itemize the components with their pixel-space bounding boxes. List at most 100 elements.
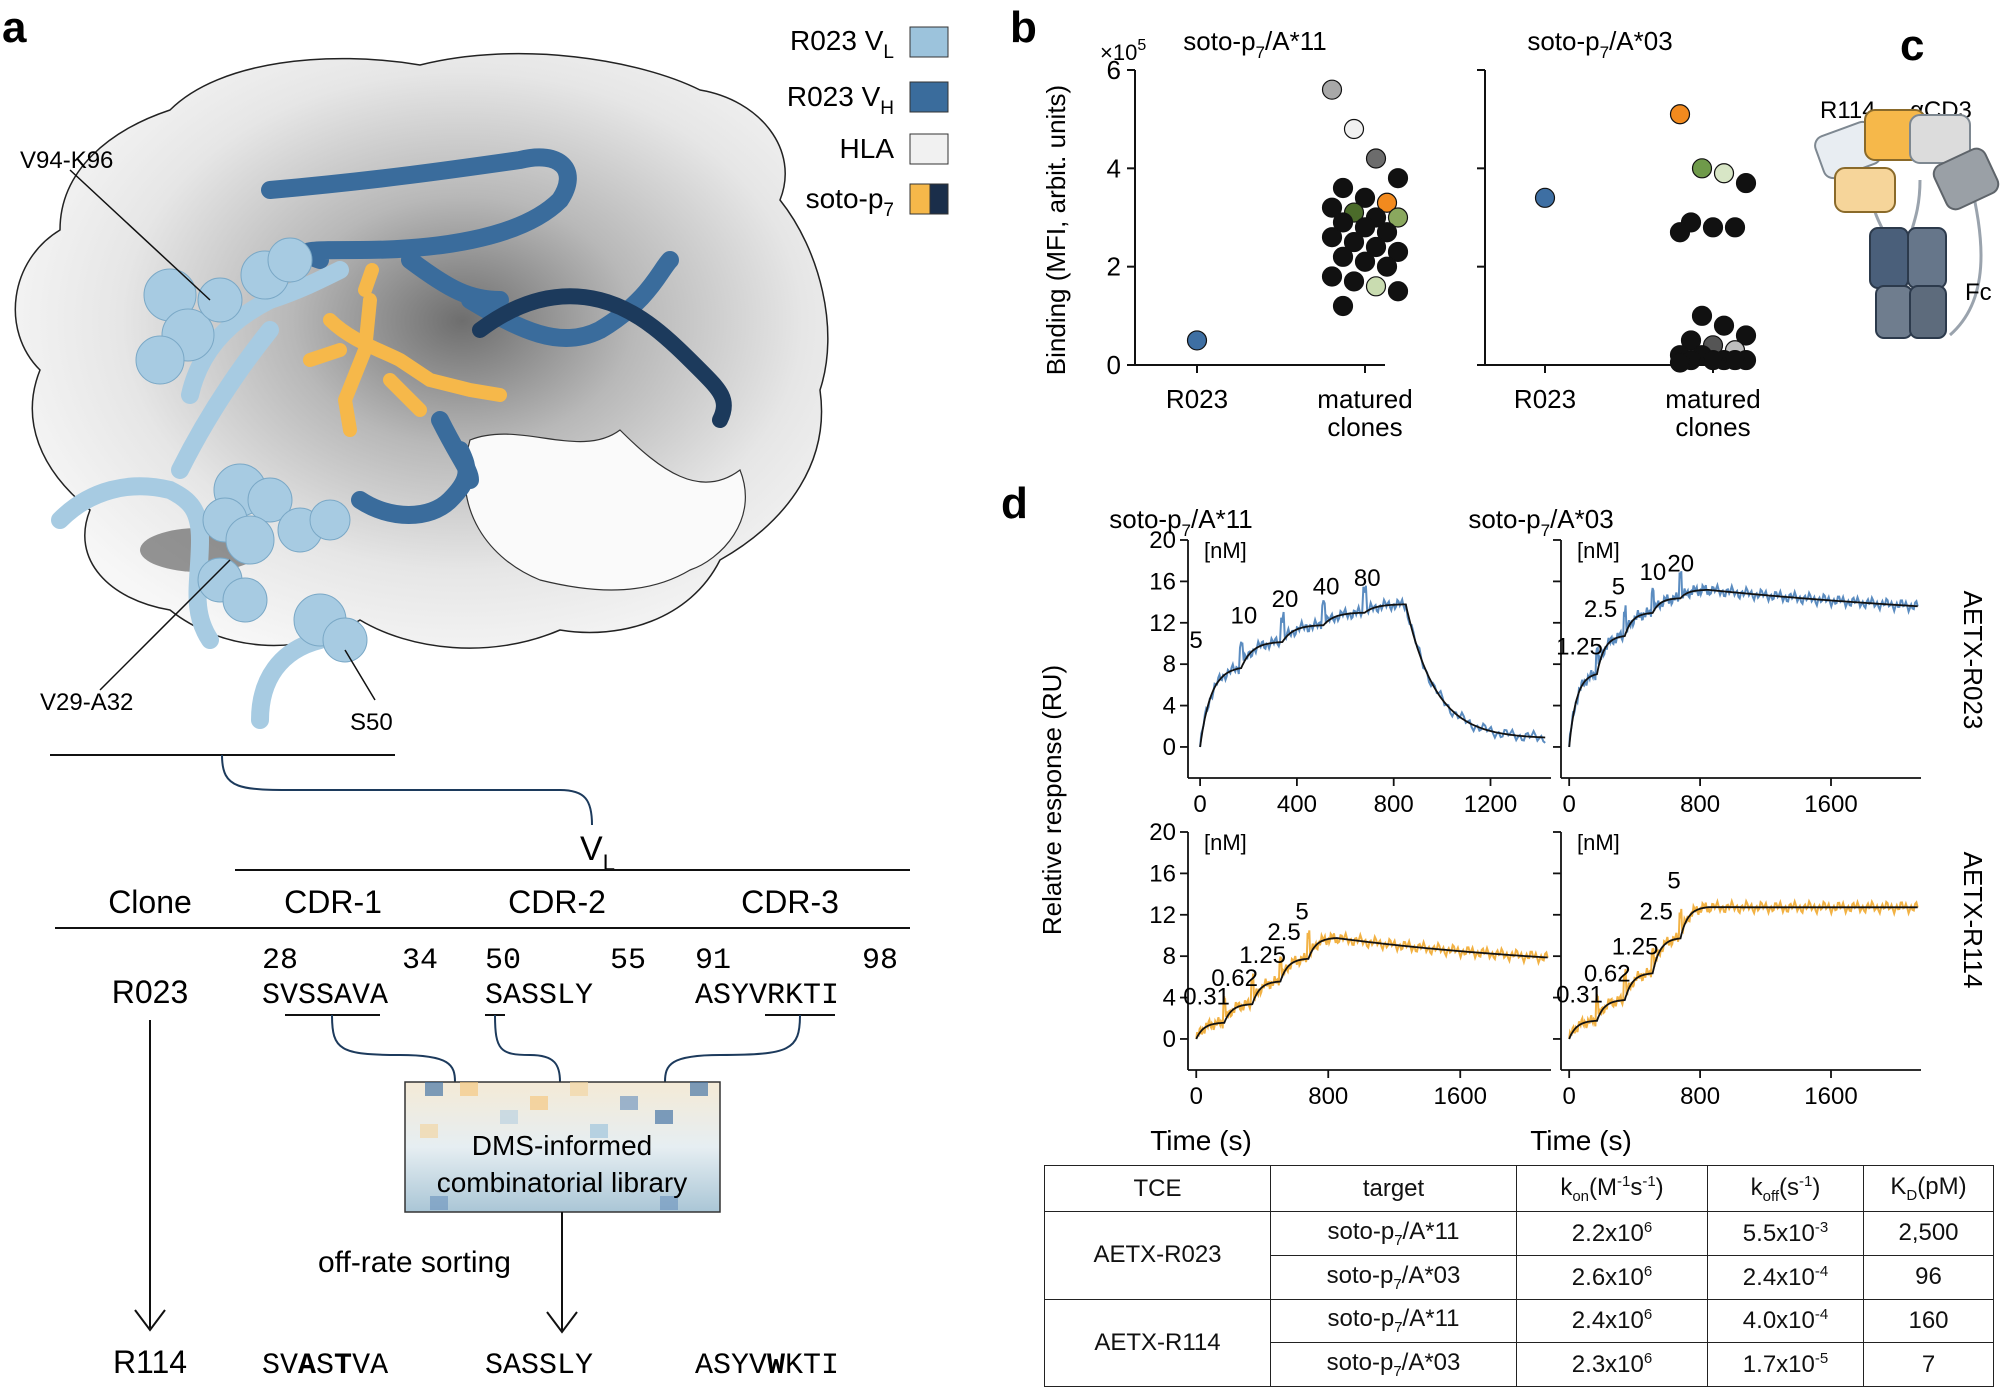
panel-b-point [1354,217,1376,238]
acd3-vl-domain [1932,147,2000,211]
concentration-label: 0.31 [1556,981,1603,1008]
panel-b-point [1387,241,1409,263]
panel-d-xtick-label: 800 [1308,1083,1348,1110]
panel-d-title-2: soto-p7/A*03 [1468,504,1613,540]
panel-b-point [1354,187,1376,208]
cell-kon: 2.4x106 [1516,1298,1708,1344]
header-clone: Clone [108,884,192,920]
panel-b-points [1186,79,1757,373]
library-line1: DMS-informed [472,1130,652,1161]
concentration-label: 10 [1231,602,1258,629]
panel-b-point [1376,256,1398,277]
concentration-label: 1.25 [1612,934,1659,961]
panel-b-point [1669,104,1691,125]
panel-b-point [1724,349,1746,371]
panel-b-point [1735,325,1757,346]
r114-cdr3: ASYVWKTI [695,1349,839,1383]
legend-peptide-swatch-navy [929,183,949,215]
cell-kon: 2.6x106 [1516,1254,1708,1300]
r023-cdr2: SASSLY [485,979,593,1013]
panel-d-ytick-label: 12 [1149,610,1176,637]
panel-b-exponent: ×105 [1100,37,1146,65]
legend-vh-swatch [909,81,949,113]
panel-d-xlabel-2: Time (s) [1530,1125,1632,1156]
panel-b-point [1669,222,1691,243]
table-header-row: TCE target kon(M-1s-1) koff(s-1) KD(pM) [1044,1165,1994,1212]
r023-cdr3: ASYVRKTI [695,979,839,1013]
panel-b-point [1332,212,1354,233]
panel-b-point [1702,349,1724,371]
cell-target: soto-p7/A*11 [1270,1211,1517,1256]
clone-r114: R114 [113,1344,187,1380]
cell-kd: 96 [1863,1254,1994,1300]
concentration-label: 2.5 [1584,596,1617,623]
table-row: AETX-R114 soto-p7/A*11 2.4x106 4.0x10-4 … [1044,1298,1994,1387]
clone-arrowhead [134,1309,166,1332]
cell-koff: 2.4x10-4 [1707,1254,1864,1300]
col-koff: koff(s-1) [1707,1165,1864,1212]
cell-koff: 1.7x10-5 [1707,1342,1864,1387]
library-arrowhead [546,1311,578,1334]
panel-d-unit: [nM] [1577,538,1620,563]
pos-98: 98 [862,944,898,978]
sensorgram-fit-curve [1195,937,1548,1040]
panel-d-row-label-1: AETX-R023 [1958,591,1988,730]
panel-d-xtick-label: 1600 [1804,1083,1857,1110]
cell-tce-r114: AETX-R114 [1044,1298,1271,1387]
panel-d-ytick-label: 12 [1149,902,1176,929]
panel-b-point [1735,172,1757,194]
panel-d-xtick-label: 1600 [1804,791,1857,818]
concentration-label: 20 [1272,586,1299,613]
concentration-label: 2.5 [1640,899,1673,926]
legend-vl-label: R023 VL [790,25,894,63]
cell-koff: 4.0x10-4 [1707,1298,1864,1344]
panel-d-ytick-label: 8 [1163,651,1176,678]
panel-b-point [1376,192,1398,213]
library-line2: combinatorial library [437,1167,688,1198]
panel-b-xcat-clones-2: clones [1675,412,1750,442]
panel-d-row-label-2: AETX-R114 [1958,852,1988,989]
concentration-label: 1.25 [1556,633,1603,660]
panel-b-point [1691,305,1713,326]
legend-hla-swatch [909,133,949,165]
cell-kon: 2.3x106 [1516,1342,1708,1387]
sensorgram-fit-curve [1568,906,1918,1040]
r114-vl-lower [1834,167,1896,213]
header-cdr2: CDR-2 [508,884,606,920]
panel-d-ytick-label: 16 [1149,568,1176,595]
panel-d-xlabel-1: Time (s) [1150,1125,1252,1156]
panel-b-point [1387,168,1409,189]
concentration-label: 0.31 [1183,983,1230,1010]
panel-d-unit: [nM] [1204,538,1247,563]
r114-cdr2: SASSLY [485,1349,593,1383]
panel-b-point [1332,246,1354,267]
panel-d-xtick-label: 0 [1563,1083,1576,1110]
cell-target: soto-p7/A*11 [1270,1298,1517,1344]
concentration-label: 20 [1667,551,1694,578]
panel-b-point [1702,217,1724,238]
panel-b-point [1332,295,1354,317]
col-tce: TCE [1044,1165,1271,1212]
panel-b-point [1354,251,1376,272]
pointer-v94 [69,169,211,301]
kinetics-table: TCE target kon(M-1s-1) koff(s-1) KD(pM) … [1044,1165,1994,1387]
panel-a-legend: R023 VL R023 VH HLA soto-p7 [787,25,949,221]
library-box: DMS-informed combinatorial library [404,1081,721,1213]
panel-d-xtick-label: 0 [1193,791,1206,818]
label-v29-a32: V29-A32 [40,689,133,716]
col-kd: KD(pM) [1863,1165,1994,1212]
r114-cdr1: SVASTVA [262,1349,388,1383]
panel-b-point [1365,276,1387,297]
panel-b-title-1: soto-p7/A*11 [1183,26,1326,62]
pos-34: 34 [402,944,438,978]
panel-d-xtick-label: 800 [1374,791,1414,818]
panel-b-point [1365,236,1387,258]
panel-b: b Binding (MFI, arbit. units) ×105 soto-… [1010,3,1761,442]
legend-peptide-swatch-gold [909,183,931,215]
cell-koff: 5.5x10-3 [1707,1211,1864,1256]
concentration-label: 0.62 [1584,961,1631,988]
concentration-label: 5 [1189,627,1202,654]
panel-b-axes: 0 2 4 6 [1107,55,1735,380]
panel-b-point [1321,197,1343,218]
panel-a: a V94-K96 V29-A32 S50 [2,3,949,1383]
